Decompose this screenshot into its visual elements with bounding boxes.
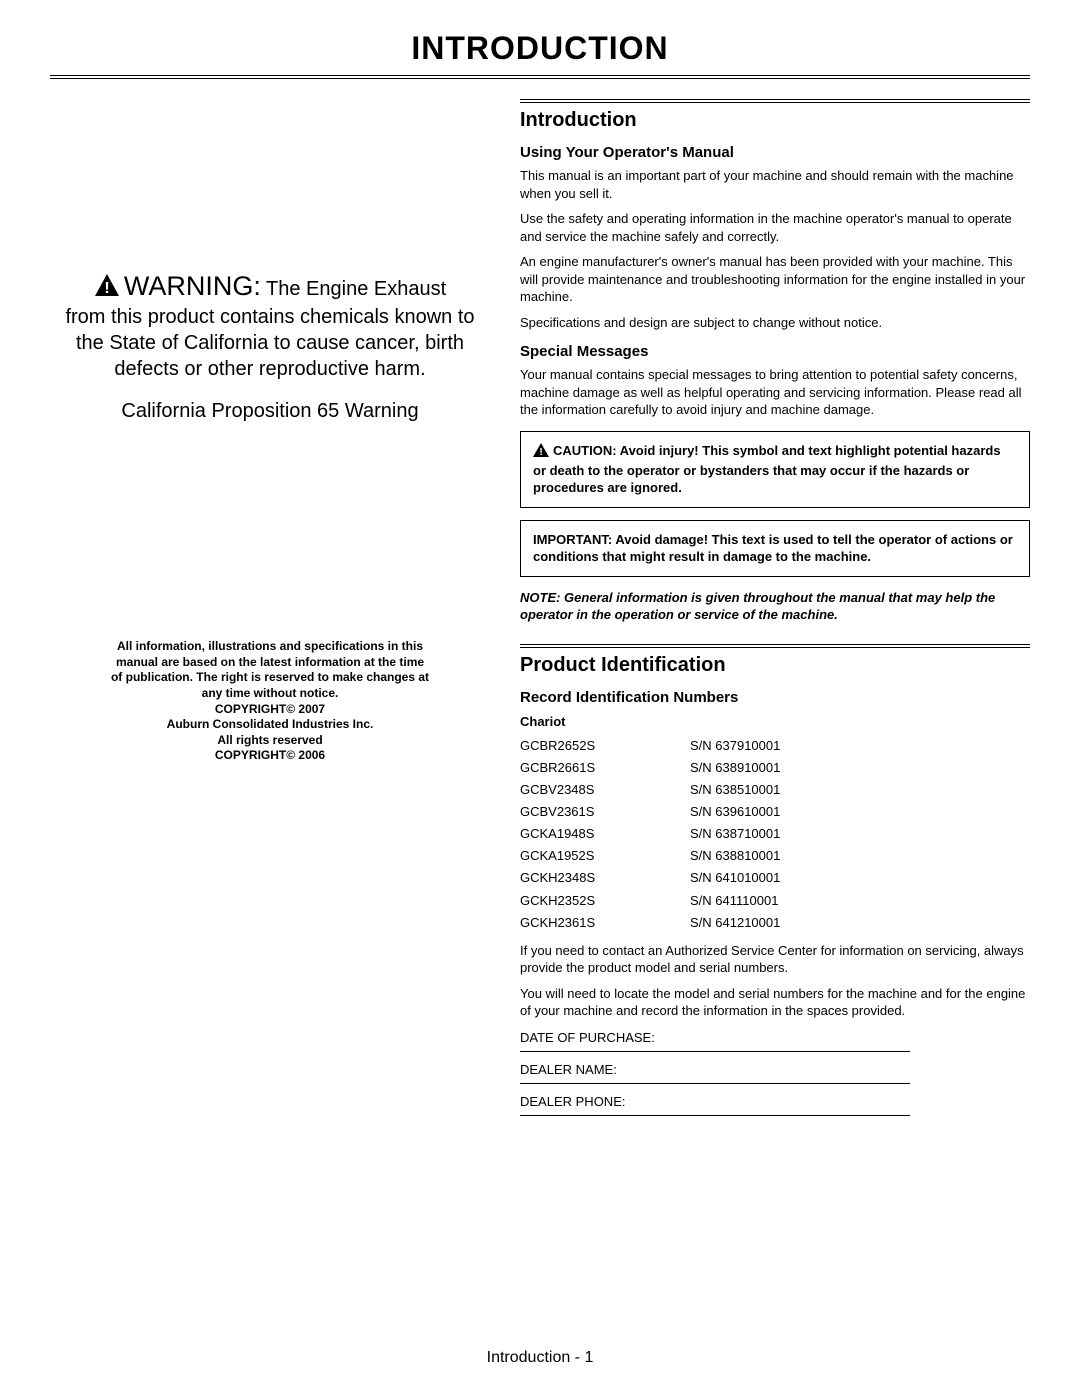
- table-row: GCBR2652SS/N 637910001: [520, 735, 1030, 757]
- model-cell: GCBR2652S: [520, 735, 690, 757]
- page-footer: Introduction - 1: [0, 1349, 1080, 1367]
- copyright-l5: COPYRIGHT© 2006: [110, 748, 430, 764]
- right-column: Introduction Using Your Operator's Manua…: [520, 99, 1030, 1124]
- warning-lead-rest: The Engine Exhaust: [261, 278, 446, 300]
- two-column-layout: ! WARNING: The Engine Exhaust from this …: [50, 99, 1030, 1124]
- table-row: GCBV2348SS/N 638510001: [520, 779, 1030, 801]
- copyright-l3: Auburn Consolidated Industries Inc.: [110, 717, 430, 733]
- model-cell: GCKH2352S: [520, 890, 690, 912]
- intro-sub2: Special Messages: [520, 343, 1030, 360]
- serial-cell: S/N 639610001: [690, 801, 1030, 823]
- table-row: GCKH2348SS/N 641010001: [520, 867, 1030, 889]
- serial-cell: S/N 637910001: [690, 735, 1030, 757]
- serial-cell: S/N 638810001: [690, 845, 1030, 867]
- prop65-line: California Proposition 65 Warning: [50, 398, 490, 424]
- intro-p3: An engine manufacturer's owner's manual …: [520, 253, 1030, 306]
- table-row: GCBR2661SS/N 638910001: [520, 757, 1030, 779]
- page-title: INTRODUCTION: [50, 30, 1030, 79]
- table-row: GCKA1952SS/N 638810001: [520, 845, 1030, 867]
- model-cell: GCBV2361S: [520, 801, 690, 823]
- serial-cell: S/N 641010001: [690, 867, 1030, 889]
- intro-p1: This manual is an important part of your…: [520, 167, 1030, 202]
- dealer-name-line: [520, 1083, 910, 1084]
- section-rule-2: [520, 644, 1030, 648]
- copyright-block: All information, illustrations and speci…: [50, 639, 490, 764]
- intro-heading: Introduction: [520, 109, 1030, 132]
- table-row: GCKH2361SS/N 641210001: [520, 912, 1030, 934]
- warning-body: from this product contains chemicals kno…: [50, 304, 490, 382]
- table-row: GCKH2352SS/N 641110001: [520, 890, 1030, 912]
- copyright-l2: COPYRIGHT© 2007: [110, 702, 430, 718]
- svg-text:!: !: [104, 280, 109, 297]
- important-text: IMPORTANT: Avoid damage! This text is us…: [533, 532, 1013, 565]
- serial-cell: S/N 641110001: [690, 890, 1030, 912]
- serial-cell: S/N 638510001: [690, 779, 1030, 801]
- intro-p4: Specifications and design are subject to…: [520, 314, 1030, 332]
- product-table: GCBR2652SS/N 637910001 GCBR2661SS/N 6389…: [520, 735, 1030, 934]
- model-cell: GCKH2348S: [520, 867, 690, 889]
- product-heading: Product Identification: [520, 654, 1030, 677]
- model-cell: GCBR2661S: [520, 757, 690, 779]
- warning-triangle-icon: !: [94, 273, 120, 304]
- model-cell: GCKA1948S: [520, 823, 690, 845]
- model-cell: GCBV2348S: [520, 779, 690, 801]
- caution-triangle-icon: !: [533, 443, 549, 462]
- intro-p2: Use the safety and operating information…: [520, 210, 1030, 245]
- date-of-purchase-line: [520, 1051, 910, 1052]
- product-p1: If you need to contact an Authorized Ser…: [520, 942, 1030, 977]
- section-rule: [520, 99, 1030, 103]
- warning-lead-text: WARNING:: [124, 271, 261, 301]
- product-sub1: Record Identification Numbers: [520, 689, 1030, 706]
- dealer-phone-line: [520, 1115, 910, 1116]
- product-p2: You will need to locate the model and se…: [520, 985, 1030, 1020]
- left-column: ! WARNING: The Engine Exhaust from this …: [50, 99, 490, 1124]
- product-table-title: Chariot: [520, 714, 1030, 729]
- table-row: GCKA1948SS/N 638710001: [520, 823, 1030, 845]
- note-text: NOTE: General information is given throu…: [520, 589, 1030, 624]
- copyright-l1: All information, illustrations and speci…: [110, 639, 430, 701]
- date-of-purchase-label: DATE OF PURCHASE:: [520, 1030, 1030, 1045]
- table-row: GCBV2361SS/N 639610001: [520, 801, 1030, 823]
- serial-cell: S/N 638910001: [690, 757, 1030, 779]
- caution-callout: ! CAUTION: Avoid injury! This symbol and…: [520, 431, 1030, 508]
- serial-cell: S/N 641210001: [690, 912, 1030, 934]
- serial-cell: S/N 638710001: [690, 823, 1030, 845]
- dealer-phone-label: DEALER PHONE:: [520, 1094, 1030, 1109]
- copyright-l4: All rights reserved: [110, 733, 430, 749]
- svg-text:!: !: [539, 447, 542, 457]
- intro-p5: Your manual contains special messages to…: [520, 366, 1030, 419]
- prop65-warning: ! WARNING: The Engine Exhaust from this …: [50, 269, 490, 424]
- caution-text: CAUTION: Avoid injury! This symbol and t…: [533, 443, 1001, 495]
- model-cell: GCKH2361S: [520, 912, 690, 934]
- dealer-name-label: DEALER NAME:: [520, 1062, 1030, 1077]
- important-callout: IMPORTANT: Avoid damage! This text is us…: [520, 520, 1030, 577]
- intro-sub1: Using Your Operator's Manual: [520, 144, 1030, 161]
- model-cell: GCKA1952S: [520, 845, 690, 867]
